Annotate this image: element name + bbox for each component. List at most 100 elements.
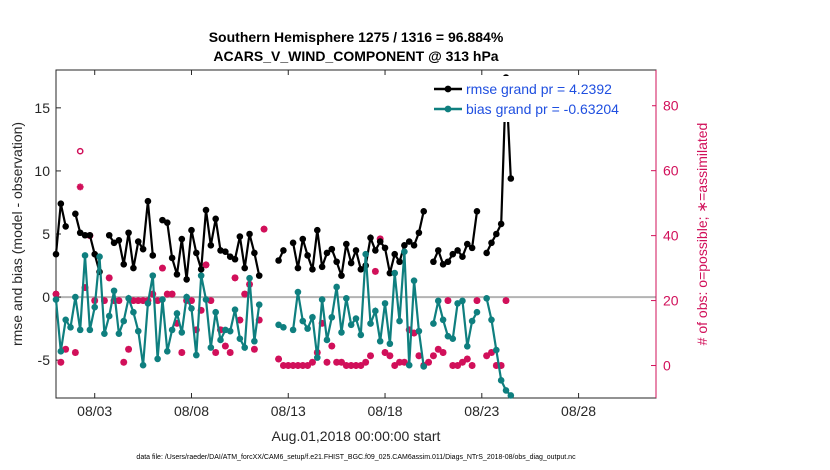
bias-point xyxy=(105,312,113,320)
legend-rmse-label: rmse grand pr = 4.2392 xyxy=(466,81,612,97)
asterisk-stroke xyxy=(444,297,452,304)
obs-assimilated-marker xyxy=(357,362,365,369)
rmse-point xyxy=(130,264,137,272)
bias-point xyxy=(473,308,481,316)
obs-assimilated-marker xyxy=(459,358,466,366)
x-tick-label: 08/03 xyxy=(77,403,112,419)
rmse-point xyxy=(275,257,282,264)
bias-point xyxy=(76,326,84,334)
ticks-layer: 08/03 08/08 08/13 08/18 08/23 08/28 -5 0 5 10 15 0 2… xyxy=(34,70,679,419)
rmse-point xyxy=(463,240,471,248)
bias-point xyxy=(212,308,219,316)
rmse-point xyxy=(222,248,229,255)
y-right-axis-label: # of obs: o=possible; ∗=assimilated xyxy=(694,123,710,346)
obs-assimilated-marker xyxy=(449,362,457,369)
bias-point xyxy=(294,288,302,296)
asterisk-stroke xyxy=(285,362,292,369)
rmse-point xyxy=(110,239,118,247)
asterisk-stroke xyxy=(72,349,79,356)
rmse-point xyxy=(236,233,244,240)
rmse-point xyxy=(318,263,326,271)
rmse-point xyxy=(405,238,413,245)
rmse-point xyxy=(386,269,394,277)
asterisk-stroke xyxy=(280,362,287,369)
obs-assimilated-marker xyxy=(468,362,476,369)
bias-point xyxy=(483,295,490,302)
obs-assimilated-marker xyxy=(386,352,394,360)
asterisk-stroke xyxy=(323,359,331,366)
bias-point xyxy=(193,351,200,359)
y-right-tick-label: 0 xyxy=(663,358,671,374)
asterisk-stroke xyxy=(391,362,398,369)
asterisk-stroke xyxy=(343,362,350,369)
bias-point xyxy=(81,252,89,259)
bias-point xyxy=(57,348,65,355)
rmse-point xyxy=(202,206,210,214)
rmse-point xyxy=(299,235,307,243)
asterisk-stroke xyxy=(227,349,234,356)
bias-point xyxy=(255,301,263,308)
asterisk-stroke xyxy=(415,352,423,359)
rmse-point xyxy=(255,272,263,279)
bias-point xyxy=(72,293,79,301)
obs-assimilated-marker xyxy=(226,349,234,356)
asterisk-stroke xyxy=(125,346,132,353)
asterisk-stroke xyxy=(236,316,244,324)
rmse-point xyxy=(473,207,481,215)
bias-point xyxy=(52,296,60,303)
obs-assimilated-marker xyxy=(57,358,65,366)
rmse-point xyxy=(212,215,219,223)
bias-point xyxy=(188,305,195,312)
rmse-point xyxy=(347,259,355,267)
y-tick-label: 15 xyxy=(34,100,50,116)
asterisk-stroke xyxy=(372,268,379,275)
rmse-point xyxy=(241,264,249,272)
rmse-point xyxy=(231,255,239,263)
asterisk-stroke xyxy=(202,261,210,269)
rmse-point xyxy=(120,260,128,268)
obs-assimilated-marker xyxy=(483,352,491,360)
x-tick-label: 08/18 xyxy=(368,403,403,419)
chart-subtitle: ACARS_V_WIND_COMPONENT @ 313 hPa xyxy=(213,48,498,64)
rmse-point xyxy=(62,223,69,230)
bias-point xyxy=(110,287,118,295)
rmse-point xyxy=(72,210,79,218)
rmse-point xyxy=(81,231,89,239)
asterisk-stroke xyxy=(106,274,113,281)
bias-point xyxy=(154,355,161,363)
rmse-point xyxy=(76,229,84,237)
bias-line xyxy=(292,251,425,367)
rmse-point xyxy=(391,250,399,258)
bias-point xyxy=(376,337,384,345)
rmse-point xyxy=(401,242,408,249)
x-tick-label: 08/23 xyxy=(464,403,499,419)
obs-assimilated-marker xyxy=(221,342,229,350)
asterisk-stroke xyxy=(207,297,214,304)
rmse-point xyxy=(396,258,403,266)
obs-assimilated-marker xyxy=(400,358,408,366)
bias-point xyxy=(347,321,355,329)
bias-point xyxy=(449,335,457,343)
asterisk-stroke xyxy=(348,362,355,369)
bias-point xyxy=(304,325,311,332)
bias-point xyxy=(430,320,437,327)
obs-assimilated-marker xyxy=(212,349,220,356)
rmse-point xyxy=(134,238,142,245)
asterisk-stroke xyxy=(159,264,166,272)
bias-point xyxy=(333,283,340,291)
asterisk-stroke xyxy=(430,352,437,359)
bias-point xyxy=(183,293,190,301)
bias-point xyxy=(96,253,103,261)
bias-point xyxy=(488,316,495,324)
asterisk-stroke xyxy=(367,352,374,359)
asterisk-stroke xyxy=(52,290,60,298)
legend-rmse-marker xyxy=(444,85,452,93)
bias-point xyxy=(323,336,331,344)
obs-assimilated-marker xyxy=(439,349,447,356)
rmse-point xyxy=(289,239,297,247)
rmse-point xyxy=(86,231,94,239)
bias-point xyxy=(444,332,452,340)
asterisk-stroke xyxy=(328,342,335,350)
obs-assimilated-marker xyxy=(328,342,336,350)
x-axis-label: Aug.01,2018 00:00:00 start xyxy=(272,428,441,444)
